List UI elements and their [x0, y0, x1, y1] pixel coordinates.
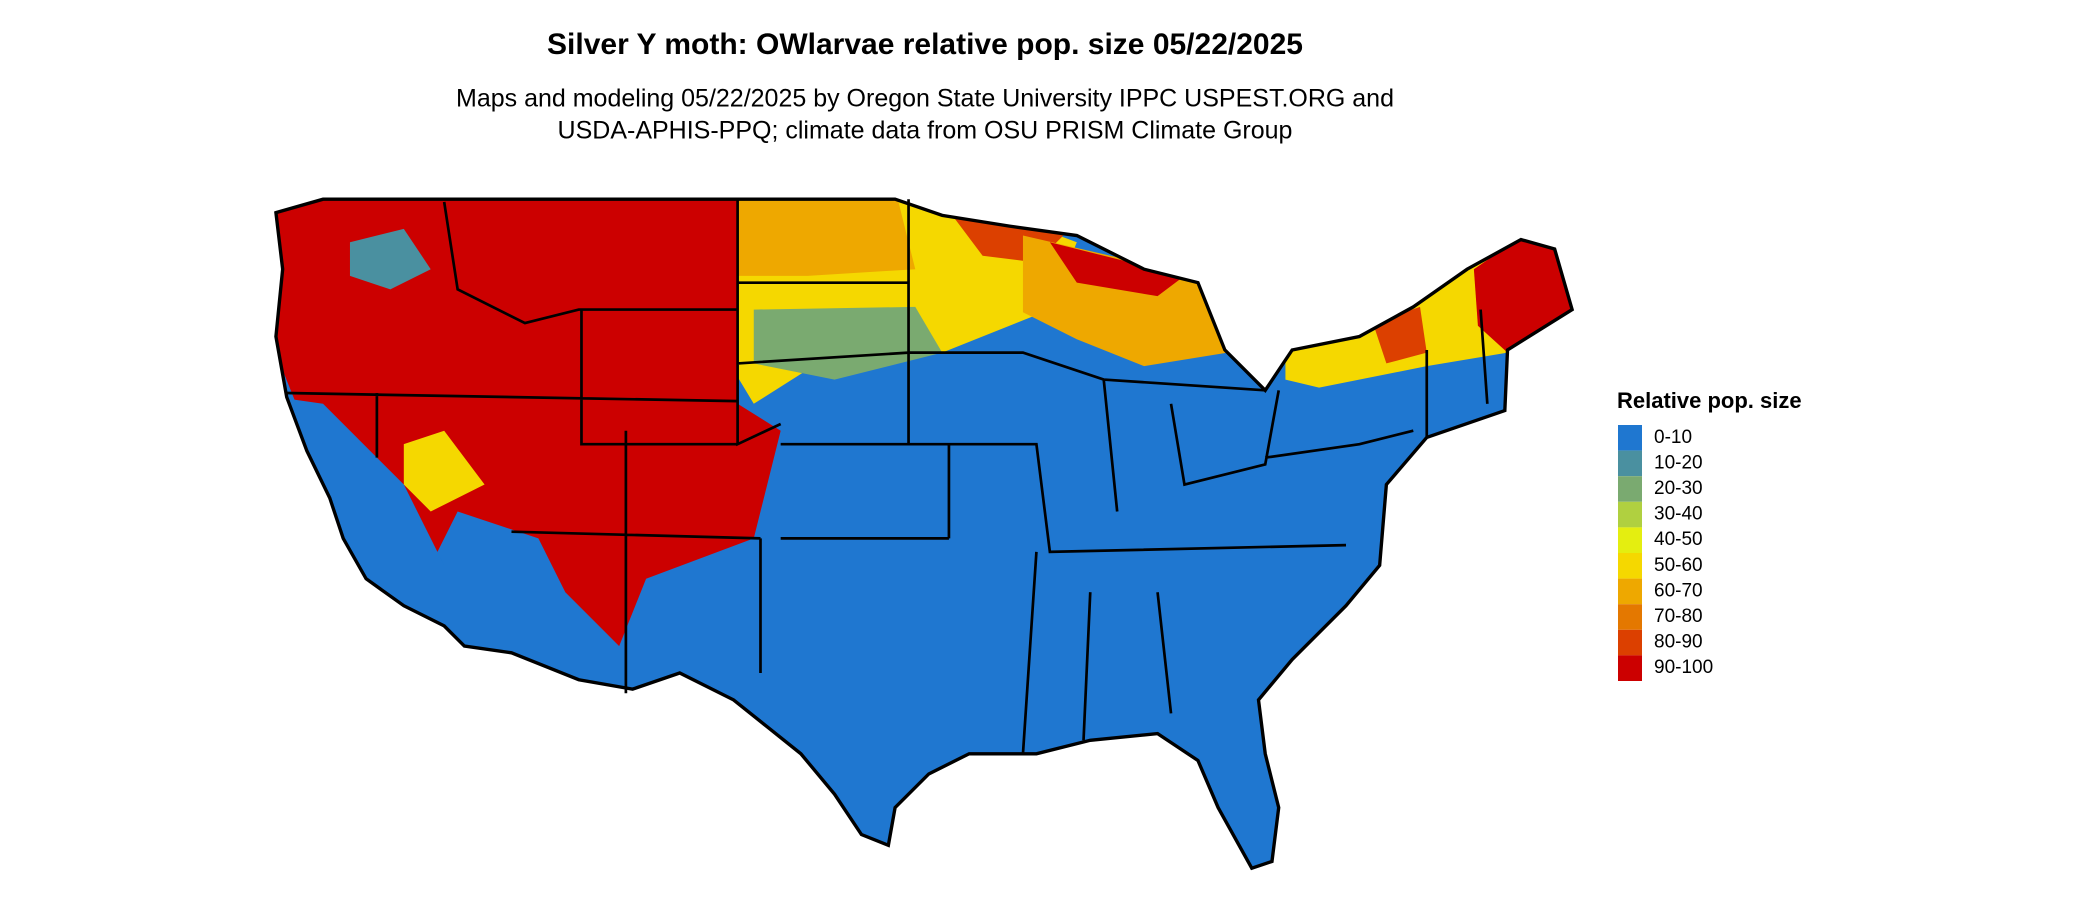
legend-label: 20-30 — [1654, 478, 1703, 499]
map-zone — [737, 199, 916, 276]
subtitle: USDA-APHIS-PPQ; climate data from OSU PR… — [558, 117, 1293, 145]
map-zone — [753, 306, 943, 380]
legend-swatch — [1618, 501, 1642, 528]
map-zone — [403, 430, 485, 512]
legend-label: 70-80 — [1654, 606, 1703, 627]
legend-swatch — [1618, 476, 1642, 502]
title: Silver Y moth: OWlarvae relative pop. si… — [547, 28, 1303, 61]
us-map — [274, 197, 1574, 870]
legend-label: 40-50 — [1654, 529, 1703, 550]
map-zone — [349, 228, 431, 290]
legend-label: 0-10 — [1654, 427, 1692, 448]
state-borders — [286, 199, 1489, 754]
legend-title: Relative pop. size — [1617, 388, 1802, 413]
map-zone — [1049, 242, 1185, 297]
legend-swatch — [1618, 425, 1642, 451]
map-zone — [275, 397, 445, 606]
legend-swatch — [1618, 578, 1642, 605]
legend-swatch — [1618, 629, 1642, 656]
subtitle: Maps and modeling 05/22/2025 by Oregon S… — [456, 85, 1394, 113]
legend-swatch — [1618, 527, 1642, 553]
legend-swatch — [1618, 655, 1642, 681]
legend-label: 80-90 — [1654, 632, 1703, 653]
legend-label: 30-40 — [1654, 504, 1703, 525]
legend-label: 60-70 — [1654, 580, 1703, 601]
legend: 0-10 10-20 20-30 30-40 40-50 50-60 60-70 70-80 8… — [1618, 425, 1713, 681]
legend-label: 50-60 — [1654, 555, 1703, 576]
legend-label: 90-100 — [1654, 657, 1713, 678]
legend-swatch — [1618, 604, 1642, 630]
legend-swatch — [1618, 450, 1642, 477]
map-zone — [1473, 236, 1573, 353]
legend-swatch — [1618, 553, 1642, 579]
legend-label: 10-20 — [1654, 452, 1703, 473]
